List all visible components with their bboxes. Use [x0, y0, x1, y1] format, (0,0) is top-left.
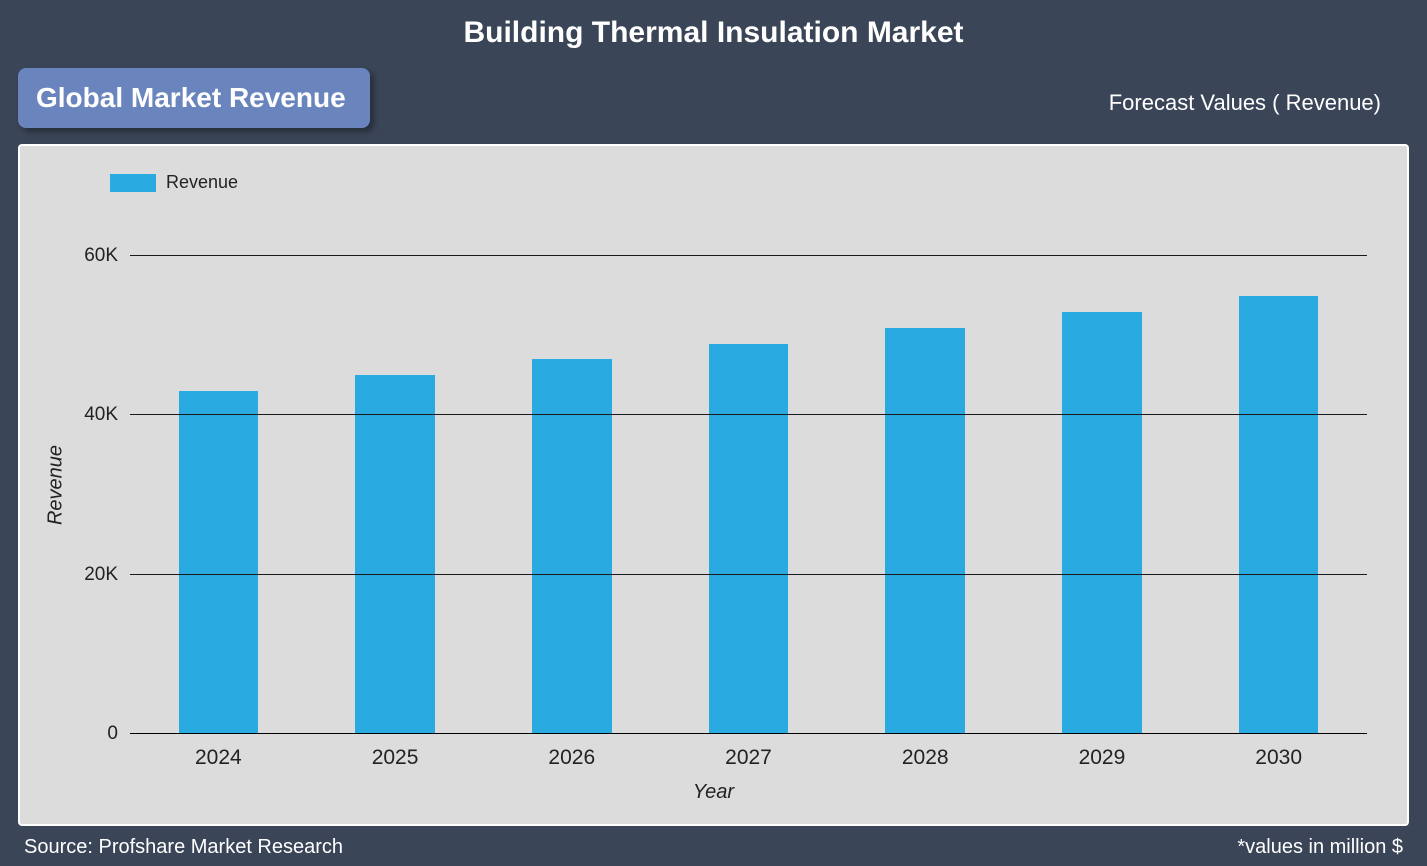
page-title: Building Thermal Insulation Market — [18, 16, 1409, 50]
market-revenue-badge: Global Market Revenue — [18, 68, 370, 128]
gridline — [130, 574, 1367, 575]
bar — [1239, 296, 1319, 734]
x-tick-label: 2028 — [902, 746, 949, 770]
bar — [179, 391, 259, 734]
x-axis-title: Year — [693, 781, 734, 804]
bar — [1062, 312, 1142, 734]
x-tick-label: 2025 — [372, 746, 419, 770]
y-tick-label: 40K — [84, 404, 118, 426]
y-axis-title: Revenue — [45, 445, 68, 525]
x-tick-label: 2029 — [1079, 746, 1126, 770]
chart-legend: Revenue — [110, 172, 238, 193]
forecast-values-label: Forecast Values ( Revenue) — [1109, 90, 1381, 116]
chart-bars-layer — [130, 216, 1367, 734]
x-tick-label: 2027 — [725, 746, 772, 770]
legend-label-revenue: Revenue — [166, 172, 238, 193]
x-tick-label: 2024 — [195, 746, 242, 770]
bar — [532, 359, 612, 734]
y-tick-label: 60K — [84, 245, 118, 267]
x-tick-label: 2030 — [1255, 746, 1302, 770]
bar — [355, 375, 435, 734]
y-tick-label: 20K — [84, 564, 118, 586]
chart-plot-area: 020K40K60K2024202520262027202820292030 — [130, 216, 1367, 734]
gridline — [130, 414, 1367, 415]
bar — [709, 344, 789, 734]
footer-values-note: *values in million $ — [1237, 836, 1403, 859]
footer-row: Source: Profshare Market Research *value… — [18, 836, 1409, 859]
footer-source-label: Source: Profshare Market Research — [24, 836, 343, 859]
gridline — [130, 255, 1367, 256]
bar — [885, 328, 965, 734]
x-axis-baseline — [130, 733, 1367, 734]
chart-container: Revenue Revenue Year 020K40K60K202420252… — [18, 144, 1409, 826]
subheader-row: Global Market Revenue Forecast Values ( … — [18, 68, 1409, 132]
page-root: Building Thermal Insulation Market Globa… — [0, 0, 1427, 866]
x-tick-label: 2026 — [548, 746, 595, 770]
legend-swatch-revenue — [110, 174, 156, 192]
y-tick-label: 0 — [107, 723, 118, 745]
